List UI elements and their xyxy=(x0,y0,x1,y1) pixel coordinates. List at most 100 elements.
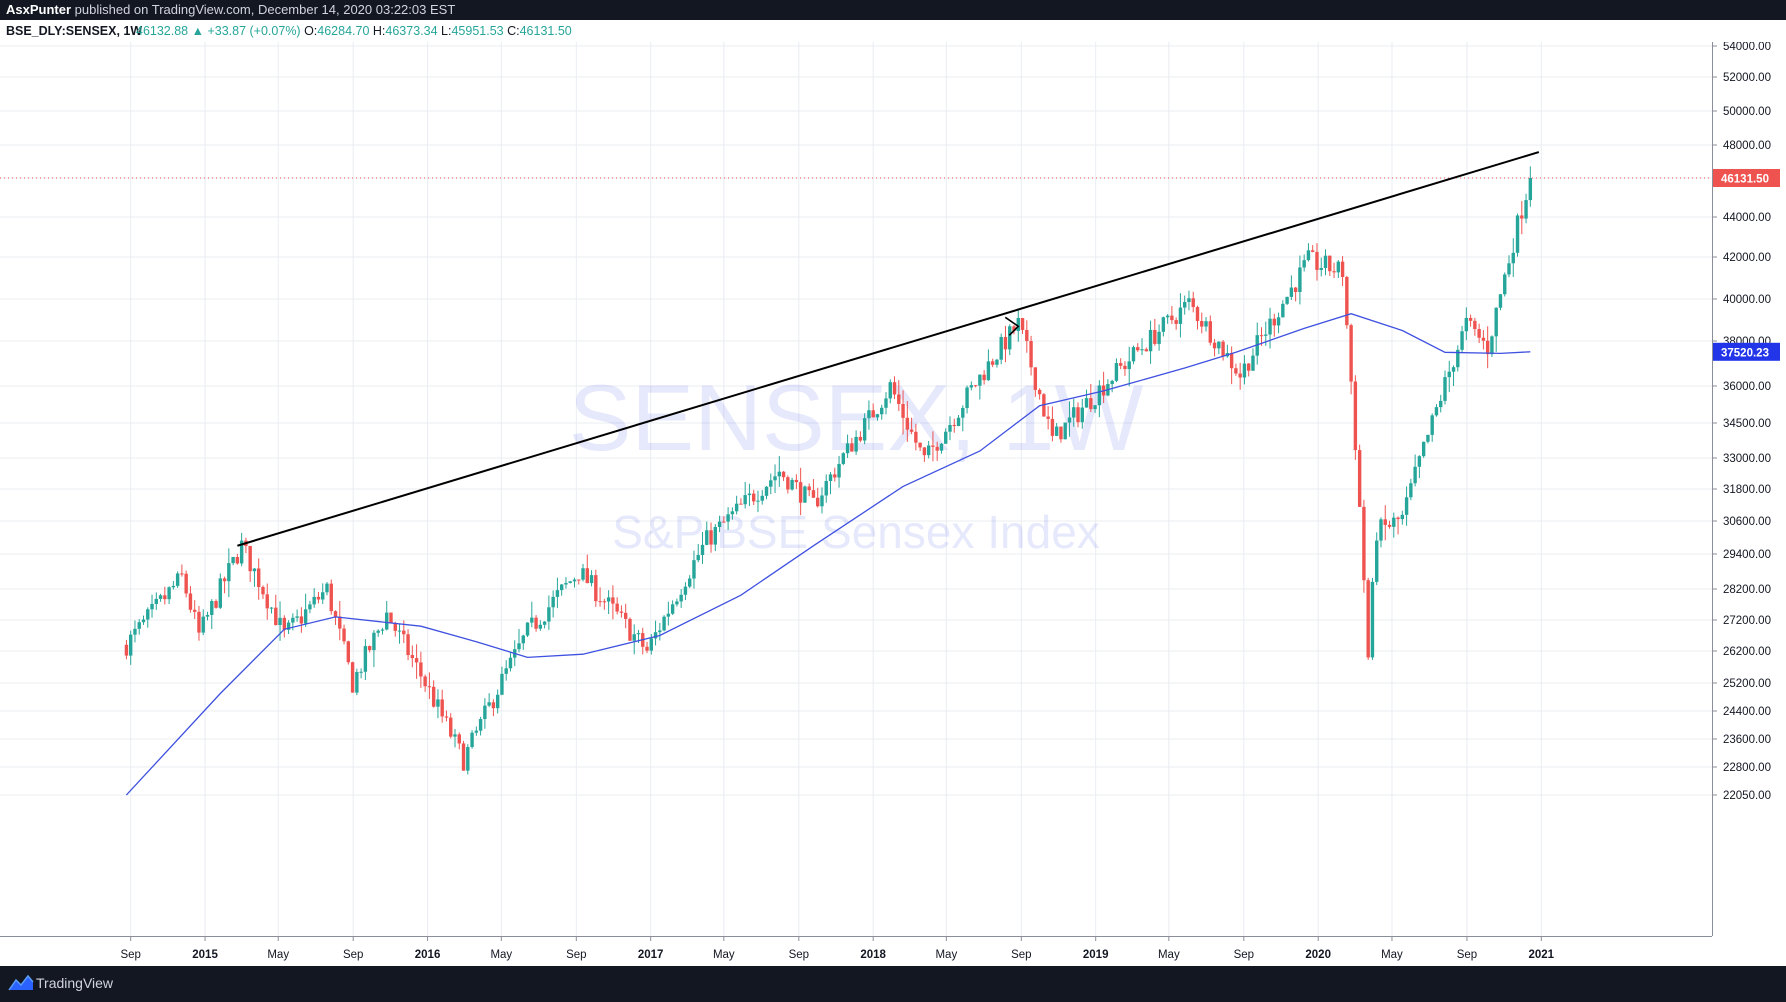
candle-up xyxy=(1417,455,1422,479)
candle-body xyxy=(1485,340,1490,355)
time-tick-label: 2016 xyxy=(415,949,441,961)
candle-body xyxy=(1191,298,1195,308)
price-tick-label: 44000.00 xyxy=(1723,212,1771,224)
candle-body xyxy=(346,641,351,663)
candle-up xyxy=(227,548,231,598)
ohlc-values: 46132.88 ▲ +33.87 (+0.07%) O:46284.70 H:… xyxy=(136,20,572,42)
candle-body xyxy=(474,730,479,733)
tradingview-logo-icon[interactable] xyxy=(8,974,34,992)
candle-down xyxy=(222,576,227,594)
candle-up xyxy=(436,689,440,719)
ma-value-badge-label: 37520.23 xyxy=(1721,347,1769,359)
candle-body xyxy=(1178,307,1183,324)
candle-up xyxy=(521,634,525,650)
candle-down xyxy=(1315,243,1319,281)
candle-body xyxy=(862,418,867,441)
candle-body xyxy=(1515,215,1520,253)
candle-body xyxy=(658,630,662,633)
candle-body xyxy=(564,582,568,585)
candle-up xyxy=(210,599,214,630)
candle-up xyxy=(1430,413,1434,442)
candle-down xyxy=(1293,286,1298,302)
candle-up xyxy=(453,729,457,748)
candle-up xyxy=(841,452,846,466)
candle-body xyxy=(939,443,944,451)
candle-up xyxy=(1063,422,1067,440)
candle-body xyxy=(1524,200,1528,219)
price-tick-label: 31800.00 xyxy=(1723,484,1771,496)
chart-area[interactable]: SENSEX, 1W S&P BSE Sensex Index 22050.00 22… xyxy=(0,41,1786,966)
candle-down xyxy=(914,423,918,451)
candle-body xyxy=(952,424,956,426)
candle-up xyxy=(1413,454,1417,487)
candle-body xyxy=(359,671,363,673)
tradingview-brand[interactable]: TradingView xyxy=(36,975,114,991)
candle-down xyxy=(1208,315,1212,346)
candle-body xyxy=(956,417,961,426)
time-tick-label: May xyxy=(713,949,735,961)
candle-down xyxy=(1076,402,1080,428)
moving-average-line xyxy=(125,313,1531,796)
candle-body xyxy=(146,609,150,620)
candle-up xyxy=(495,689,500,714)
price-tick-label: 24400.00 xyxy=(1723,706,1771,718)
candle-body xyxy=(1165,315,1170,318)
candle-body xyxy=(722,521,726,523)
candle-body xyxy=(692,560,696,579)
candle-up xyxy=(687,575,692,589)
candle-up xyxy=(1054,423,1059,437)
candle-up xyxy=(470,730,474,749)
author-name[interactable]: AsxPunter xyxy=(6,2,72,17)
candle-down xyxy=(350,661,355,693)
candle-body xyxy=(1251,355,1255,371)
candle-body xyxy=(1046,416,1050,419)
candle-up xyxy=(303,593,308,627)
candle-body xyxy=(1503,274,1507,295)
close-label: C: xyxy=(507,24,520,38)
price-chart[interactable]: SENSEX, 1WS&P BSE Sensex Index22050.0022… xyxy=(0,41,1786,966)
candle-up xyxy=(653,620,658,646)
symbol-label[interactable]: BSE_DLY:SENSEX, 1W xyxy=(6,24,143,38)
candle-down xyxy=(1473,317,1477,336)
candle-body xyxy=(299,616,304,624)
candle-up xyxy=(1097,380,1102,418)
candle-up xyxy=(474,726,479,736)
candle-body xyxy=(342,628,346,642)
candle-up xyxy=(589,570,594,587)
price-tick-label: 33000.00 xyxy=(1723,453,1771,465)
candle-body xyxy=(227,563,231,582)
candle-body xyxy=(1451,367,1456,372)
time-tick-label: Sep xyxy=(1234,949,1254,961)
candle-body xyxy=(1238,373,1242,378)
candle-up xyxy=(504,660,508,681)
candle-down xyxy=(1174,317,1178,330)
candle-body xyxy=(1016,318,1020,331)
candle-body xyxy=(965,387,969,408)
candle-body xyxy=(538,624,543,629)
candle-body xyxy=(1370,581,1375,658)
candle-body xyxy=(321,592,325,600)
candle-body xyxy=(1272,318,1277,326)
price-axis-background xyxy=(1712,42,1786,966)
candle-up xyxy=(888,379,892,404)
ma-value-badge xyxy=(1713,342,1780,361)
candle-up xyxy=(747,483,752,507)
candle-body xyxy=(1033,367,1038,390)
candle-body xyxy=(350,662,355,693)
candle-up xyxy=(1187,290,1191,311)
candle-body xyxy=(837,463,841,478)
candle-up xyxy=(769,473,773,495)
candle-body xyxy=(1302,260,1306,268)
candle-body xyxy=(355,671,359,693)
candle-up xyxy=(1080,398,1084,429)
candle-body xyxy=(884,398,888,408)
candle-body xyxy=(137,622,141,629)
candle-up xyxy=(1302,254,1306,272)
candle-down xyxy=(611,585,615,620)
candle-body xyxy=(261,586,265,595)
candle-up xyxy=(1306,243,1311,262)
candle-down xyxy=(346,640,351,665)
candle-body xyxy=(193,609,197,612)
candle-body xyxy=(171,585,176,588)
candle-up xyxy=(1434,404,1439,417)
